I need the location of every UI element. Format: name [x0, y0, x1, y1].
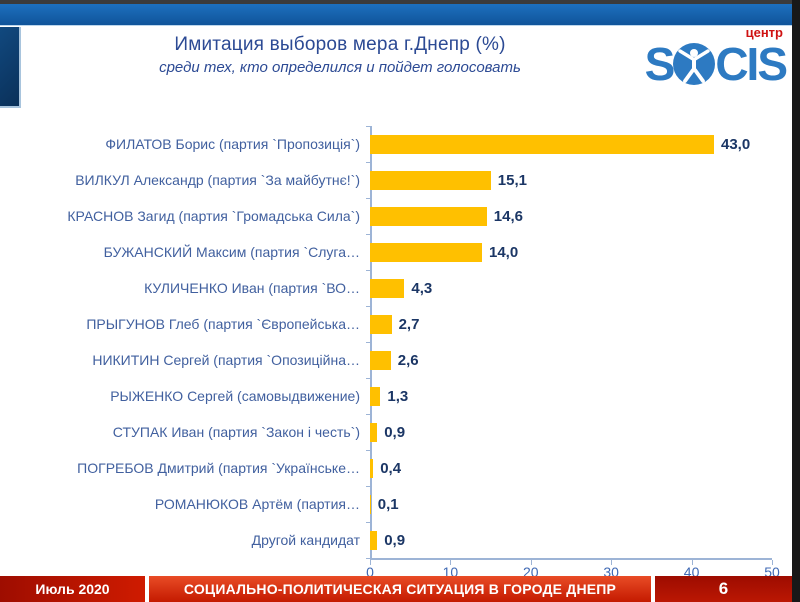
footer-date: Июль 2020	[0, 576, 145, 602]
x-axis-tick	[772, 560, 773, 565]
bar-track: 0,9	[370, 422, 770, 442]
chart-row: ПОГРЕБОВ Дмитрий (партия `Українське… 0,4	[22, 450, 770, 486]
chart-row: СТУПАК Иван (партия `Закон і честь`) 0,9	[22, 414, 770, 450]
bar	[370, 314, 392, 334]
logo-suffix-label: центр	[745, 25, 783, 40]
value-label: 14,6	[493, 207, 523, 225]
bar-chart: ФИЛАТОВ Борис (партия `Пропозиція`) 43,0 В…	[22, 126, 780, 580]
bar-track: 0,4	[370, 458, 770, 478]
category-label: СТУПАК Иван (партия `Закон і честь`)	[112, 424, 360, 440]
bar-track: 0,9	[370, 530, 770, 550]
bar-track: 2,6	[370, 350, 770, 370]
x-axis-tick	[370, 560, 371, 565]
header: Имитация выборов мера г.Днепр (%) среди …	[50, 34, 630, 76]
value-label: 2,6	[397, 351, 419, 369]
chart-row: Другой кандидат 0,9	[22, 522, 770, 558]
footer-bar: Июль 2020 СОЦИАЛЬНО-ПОЛИТИЧЕСКАЯ СИТУАЦИ…	[0, 576, 792, 602]
chart-row: РОМАНЮКОВ Артём (партия… 0,1	[22, 486, 770, 522]
chart-row: ПРЫГУНОВ Глеб (партия `Європейська… 2,7	[22, 306, 770, 342]
bar-track: 14,6	[370, 206, 770, 226]
chart-row: РЫЖЕНКО Сергей (самовыдвижение) 1,3	[22, 378, 770, 414]
bar	[370, 530, 378, 550]
category-label: ВИЛКУЛ Александр (партия `За майбутнє!`)	[75, 172, 360, 188]
bar-track: 2,7	[370, 314, 770, 334]
bar	[370, 170, 491, 190]
value-label: 0,9	[384, 531, 406, 549]
x-axis-tick	[611, 560, 613, 565]
category-label: ФИЛАТОВ Борис (партия `Пропозиція`)	[105, 136, 360, 152]
chart-row: НИКИТИН Сергей (партия `Опозиційна… 2,6	[22, 342, 770, 378]
bar-track: 0,1	[370, 494, 770, 514]
bar	[370, 458, 374, 478]
category-label: ПОГРЕБОВ Дмитрий (партия `Українське…	[77, 460, 360, 476]
vitruvian-man-icon	[673, 43, 716, 85]
footer-divider	[145, 576, 149, 602]
bar-track: 14,0	[370, 242, 770, 262]
window-top-edge	[0, 0, 800, 4]
header-band	[0, 4, 800, 26]
bar	[370, 350, 391, 370]
x-axis-tick	[530, 560, 532, 565]
value-label: 0,1	[377, 495, 399, 513]
bar-track: 43,0	[370, 134, 770, 154]
bar	[370, 134, 714, 154]
value-label: 0,9	[384, 423, 406, 441]
chart-row: КРАСНОВ Загид (партия `Громадська Сила`)…	[22, 198, 770, 234]
footer-title: СОЦИАЛЬНО-ПОЛИТИЧЕСКАЯ СИТУАЦИЯ В ГОРОДЕ…	[149, 576, 651, 602]
chart-row: ВИЛКУЛ Александр (партия `За майбутнє!`)…	[22, 162, 770, 198]
category-label: Другой кандидат	[251, 532, 360, 548]
bar-track: 15,1	[370, 170, 770, 190]
value-label: 14,0	[489, 243, 519, 261]
chart-row: БУЖАНСКИЙ Максим (партия `Слуга… 14,0	[22, 234, 770, 270]
category-label: КРАСНОВ Загид (партия `Громадська Сила`)	[67, 208, 360, 224]
window-right-edge	[792, 0, 800, 602]
category-label: НИКИТИН Сергей (партия `Опозиційна…	[92, 352, 360, 368]
bar-track: 1,3	[370, 386, 770, 406]
x-axis-line	[370, 558, 772, 560]
value-label: 15,1	[497, 171, 527, 189]
value-label: 43,0	[721, 135, 751, 153]
chart-row: КУЛИЧЕНКО Иван (партия `ВО… 4,3	[22, 270, 770, 306]
value-label: 0,4	[380, 459, 402, 477]
y-axis-ticks	[366, 126, 370, 559]
bar-track: 4,3	[370, 278, 770, 298]
page-number: 6	[655, 576, 792, 602]
bar	[370, 494, 371, 514]
value-label: 1,3	[387, 387, 409, 405]
value-label: 4,3	[411, 279, 433, 297]
category-label: РОМАНЮКОВ Артём (партия…	[154, 496, 360, 512]
header-accent-box	[0, 27, 21, 108]
chart-row: ФИЛАТОВ Борис (партия `Пропозиція`) 43,0	[22, 126, 770, 162]
y-axis-line	[370, 126, 372, 560]
bar	[370, 206, 487, 226]
category-label: БУЖАНСКИЙ Максим (партия `Слуга…	[103, 244, 360, 260]
page-title: Имитация выборов мера г.Днепр (%)	[174, 34, 506, 55]
chart-rows: ФИЛАТОВ Борис (партия `Пропозиція`) 43,0 В…	[22, 126, 770, 558]
bar	[370, 242, 482, 262]
footer-divider	[651, 576, 655, 602]
bar	[370, 278, 405, 298]
category-label: КУЛИЧЕНКО Иван (партия `ВО…	[144, 280, 360, 296]
logo-letter-s: S	[644, 38, 676, 90]
category-label: РЫЖЕНКО Сергей (самовыдвижение)	[110, 388, 360, 404]
value-label: 2,7	[398, 315, 420, 333]
socis-logo: центр S CIS	[621, 25, 788, 90]
x-axis-tick	[450, 560, 452, 565]
bar	[370, 386, 381, 406]
x-axis-tick-label: 0	[366, 564, 374, 580]
logo-letters-cis: CIS	[715, 38, 788, 90]
page-subtitle: среди тех, кто определился и пойдет голо…	[159, 59, 521, 76]
x-axis-tick	[691, 560, 693, 565]
category-label: ПРЫГУНОВ Глеб (партия `Європейська…	[86, 316, 360, 332]
logo-wordmark: S CIS	[621, 38, 788, 90]
bar	[370, 422, 378, 442]
